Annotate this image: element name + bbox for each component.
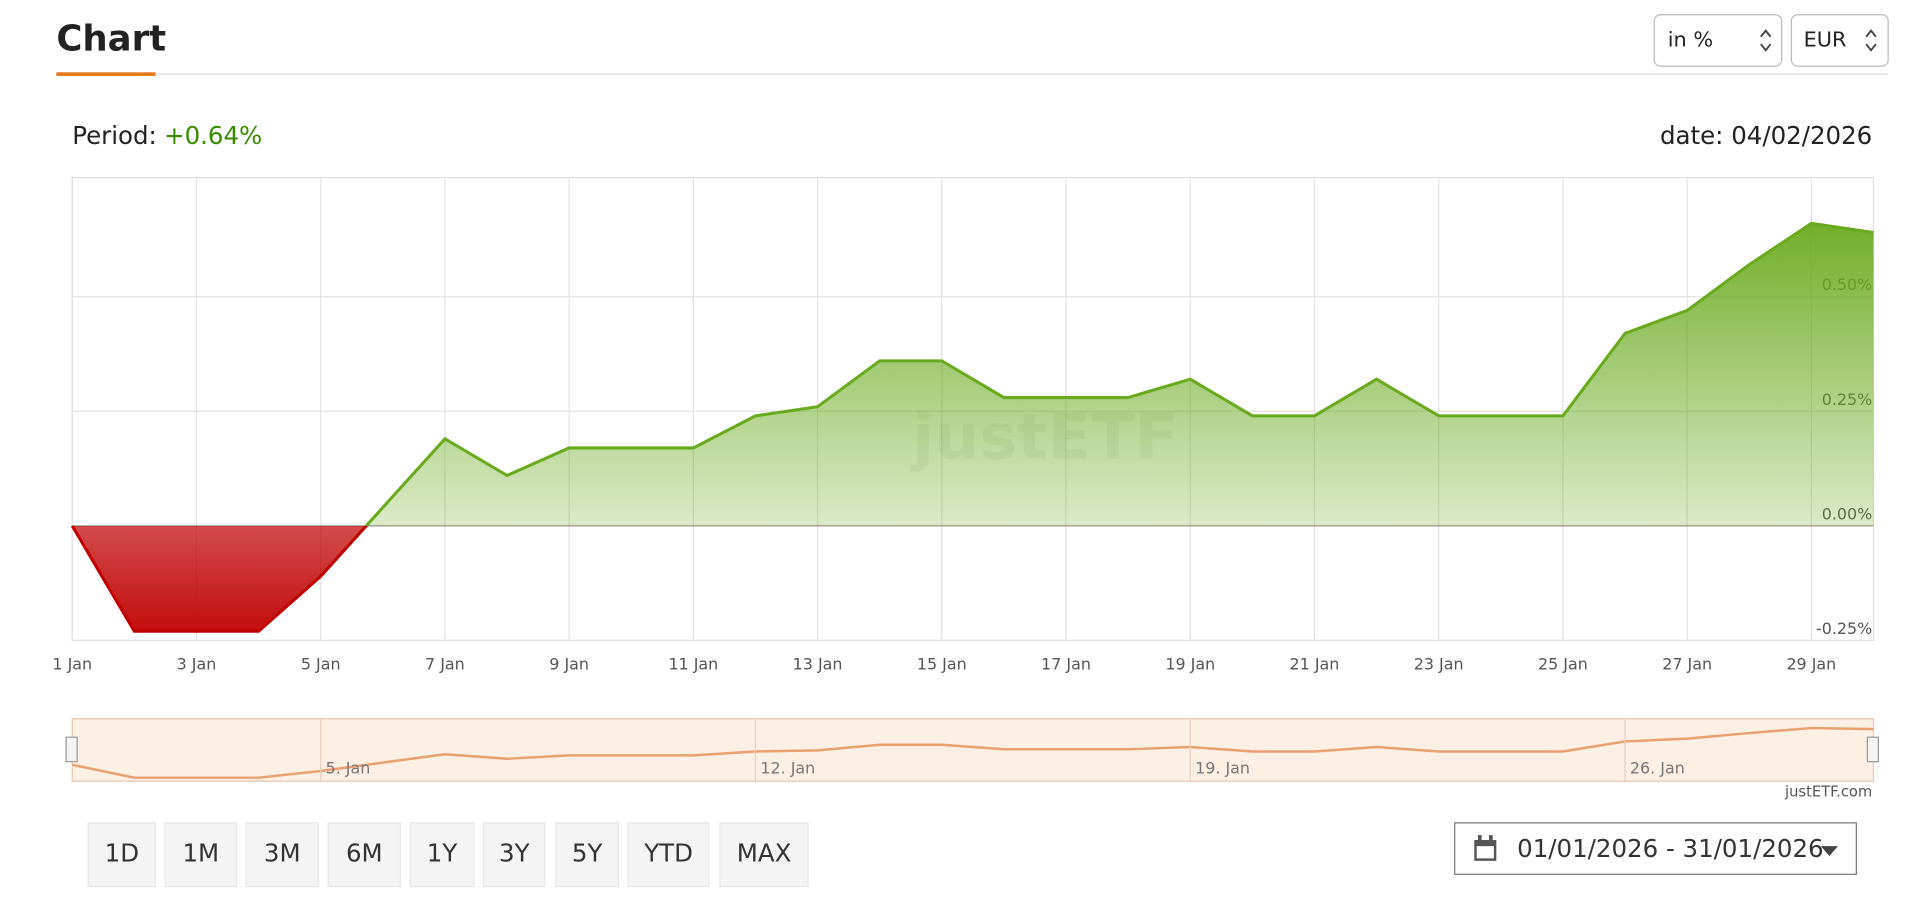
navigator-layer: 5. Jan 12. Jan 19. Jan 26. Jan (71, 718, 1874, 782)
date-range-text: 01/01/2026 - 31/01/2026 (1517, 834, 1823, 863)
range-button-label: 1M (182, 839, 219, 868)
select-arrows (1760, 29, 1772, 52)
x-tick-label: 11 Jan (668, 654, 718, 673)
x-tick-label: 13 Jan (793, 654, 843, 673)
range-button[interactable] (327, 822, 402, 888)
x-tick-label: 15 Jan (917, 654, 967, 673)
navigator-line (71, 726, 1874, 779)
x-tick-label: 7 Jan (425, 654, 465, 673)
y-tick-label: -0.25% (1816, 619, 1872, 638)
range-button[interactable] (555, 822, 619, 888)
credit: justETF.com (1784, 783, 1872, 800)
range-button[interactable] (719, 822, 809, 888)
x-tick-label: 1 Jan (52, 654, 92, 673)
title-underline (56, 72, 156, 76)
x-tick-label: 25 Jan (1538, 654, 1588, 673)
x-tick-label: 9 Jan (549, 654, 589, 673)
unit-select-text: in % (1668, 27, 1713, 51)
date: date: 04/02/2026 (1660, 121, 1872, 150)
select-arrows (1865, 29, 1877, 52)
navigator-tick-label: 19. Jan (1195, 759, 1250, 778)
period-value: +0.64% (164, 121, 262, 150)
range-button-label: 6M (346, 839, 383, 868)
area-negative (72, 525, 1874, 632)
area-positive (366, 223, 1874, 526)
range-button-label: YTD (643, 839, 693, 868)
range-button-label: MAX (737, 839, 792, 868)
currency-select[interactable] (1790, 14, 1889, 67)
line-positive (72, 221, 1874, 526)
plot: 1 Jan 3 Jan 5 Jan 7 Jan 9 Jan 11 Jan 13 Jan 15 … (52, 176, 1875, 673)
currency-select-text: EUR (1804, 27, 1847, 51)
range-button-label: 3Y (499, 839, 530, 868)
x-tick-label: 5 Jan (301, 654, 341, 673)
x-tick-label: 23 Jan (1414, 654, 1464, 673)
x-tick-label: 19 Jan (1165, 654, 1215, 673)
range-button[interactable] (245, 822, 319, 888)
range-button[interactable] (483, 822, 546, 888)
range-button[interactable] (627, 822, 710, 888)
navigator-handle[interactable] (65, 736, 78, 763)
x-tick-label: 27 Jan (1662, 654, 1712, 673)
x-tick-label: 17 Jan (1041, 654, 1091, 673)
range-button-label: 1D (105, 839, 139, 868)
range-button[interactable] (164, 822, 237, 888)
x-tick-label: 3 Jan (177, 654, 217, 673)
x-tick-label: 21 Jan (1290, 654, 1340, 673)
navigator-tick-label: 26. Jan (1630, 759, 1685, 778)
navigator-tick-label: 12. Jan (760, 759, 815, 778)
range-button-label: 1Y (427, 839, 458, 868)
navigator-handle[interactable] (1866, 736, 1879, 763)
unit-select[interactable] (1653, 14, 1783, 67)
range-button[interactable] (87, 822, 157, 888)
navigator-tick-label: 5. Jan (326, 759, 371, 778)
title: Chart (56, 18, 166, 59)
range-button[interactable] (409, 822, 475, 888)
range-buttons: 1D 1M 3M 6M 1Y 3Y 5Y YTD MAX (87, 822, 809, 888)
range-button-label: 3M (264, 839, 301, 868)
x-tick-label: 29 Jan (1786, 654, 1836, 673)
date-range-picker[interactable] (1454, 822, 1857, 875)
calendar-icon (1474, 835, 1497, 861)
period-label: Period: (72, 121, 157, 150)
range-button-label: 5Y (572, 839, 603, 868)
dropdown-caret (1820, 846, 1838, 856)
